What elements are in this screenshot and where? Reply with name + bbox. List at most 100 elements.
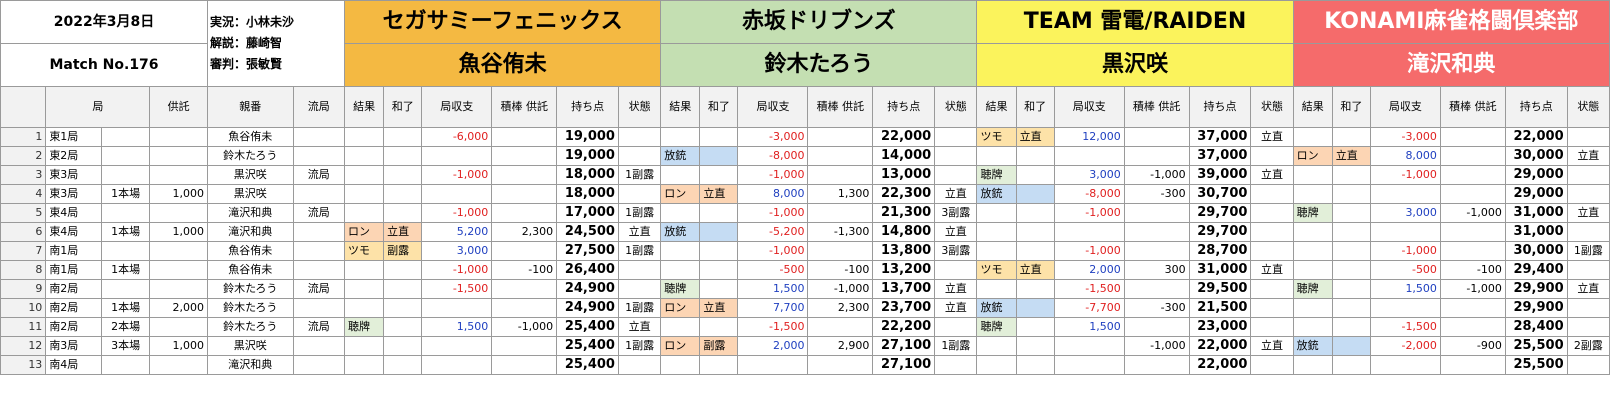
balance-cell: 1,500 bbox=[737, 279, 809, 299]
row-number: 6 bbox=[0, 222, 47, 242]
col-deposit-team-1: 積棒 供託 bbox=[491, 86, 558, 128]
deposit-cell bbox=[807, 203, 874, 223]
col-oya: 親番 bbox=[207, 86, 294, 128]
balance-cell: -1,000 bbox=[1369, 241, 1441, 261]
status-cell: 立直 bbox=[934, 184, 978, 204]
result-cell bbox=[660, 260, 701, 280]
deposit-cell: -300 bbox=[1123, 298, 1190, 318]
points-cell: 30,000 bbox=[1504, 146, 1568, 166]
row-number: 13 bbox=[0, 355, 47, 375]
points-cell: 27,500 bbox=[556, 241, 619, 261]
agari-cell bbox=[383, 203, 423, 223]
balance-cell bbox=[1053, 146, 1125, 166]
kyotaku-cell bbox=[149, 203, 209, 223]
points-cell: 31,000 bbox=[1188, 260, 1252, 280]
result-cell bbox=[976, 222, 1017, 242]
match-number: Match No.176 bbox=[0, 43, 209, 87]
honba-cell: 1本場 bbox=[100, 298, 151, 318]
col-points-team-4: 持ち点 bbox=[1504, 86, 1568, 128]
deposit-cell: -100 bbox=[491, 260, 558, 280]
deposit-cell bbox=[1123, 146, 1190, 166]
col-ryukyoku: 流局 bbox=[292, 86, 346, 128]
ryukyoku-cell bbox=[292, 260, 346, 280]
col-agari-team-4: 和了 bbox=[1331, 86, 1371, 128]
row-number: 2 bbox=[0, 146, 47, 166]
balance-cell: 5,200 bbox=[421, 222, 493, 242]
col-balance-team-2: 局収支 bbox=[737, 86, 809, 128]
deposit-cell: -1,000 bbox=[491, 317, 558, 337]
referee-label: 審判：張敏賢 bbox=[210, 57, 283, 71]
status-cell: 立直 bbox=[1250, 260, 1294, 280]
points-cell: 14,000 bbox=[872, 146, 936, 166]
status-cell bbox=[1250, 355, 1294, 375]
agari-cell bbox=[1015, 184, 1055, 204]
oya-cell: 滝沢和典 bbox=[207, 222, 294, 242]
balance-cell bbox=[421, 298, 493, 318]
row-number: 7 bbox=[0, 241, 47, 261]
balance-cell: -1,000 bbox=[1369, 165, 1441, 185]
oya-cell: 滝沢和典 bbox=[207, 203, 294, 223]
deposit-cell bbox=[491, 165, 558, 185]
deposit-cell: -300 bbox=[1123, 184, 1190, 204]
deposit-cell bbox=[1439, 146, 1506, 166]
team-3-name: TEAM 雷電/RAIDEN bbox=[976, 0, 1294, 44]
result-cell bbox=[660, 127, 701, 147]
balance-cell: -8,000 bbox=[1053, 184, 1125, 204]
balance-cell: 3,000 bbox=[421, 241, 493, 261]
result-cell bbox=[976, 241, 1017, 261]
points-cell: 29,000 bbox=[1504, 165, 1568, 185]
row-number: 8 bbox=[0, 260, 47, 280]
result-cell bbox=[976, 279, 1017, 299]
points-cell: 22,200 bbox=[872, 317, 936, 337]
table-row: 10 南2局 1本場 2,000 鈴木たろう 24,900 1副露 ロン 立直 7,700 2,30… bbox=[0, 298, 1611, 318]
agari-cell bbox=[1331, 127, 1371, 147]
kyoku-cell: 東4局 bbox=[45, 203, 102, 223]
points-cell: 25,400 bbox=[556, 336, 619, 356]
balance-cell bbox=[421, 184, 493, 204]
status-cell bbox=[1250, 241, 1294, 261]
points-cell: 29,700 bbox=[1188, 222, 1252, 242]
col-deposit-team-3: 積棒 供託 bbox=[1123, 86, 1190, 128]
points-cell: 25,500 bbox=[1504, 336, 1568, 356]
agari-cell bbox=[383, 127, 423, 147]
result-cell bbox=[344, 203, 385, 223]
agari-cell bbox=[1015, 355, 1055, 375]
agari-cell bbox=[383, 336, 423, 356]
table-row: 7 南1局 魚谷侑未 ツモ 副露 3,000 27,500 1副露 -1,000 13,800 3副… bbox=[0, 241, 1611, 261]
status-cell bbox=[617, 279, 662, 299]
kyotaku-cell bbox=[149, 317, 209, 337]
deposit-cell bbox=[491, 184, 558, 204]
deposit-cell bbox=[1439, 355, 1506, 375]
status-cell bbox=[1250, 298, 1294, 318]
col-status-team-3: 状態 bbox=[1250, 86, 1294, 128]
result-cell: 聴牌 bbox=[976, 165, 1017, 185]
kyoku-cell: 南3局 bbox=[45, 336, 102, 356]
points-cell: 13,700 bbox=[872, 279, 936, 299]
staff-info: 実況：小林未沙 解説：藤崎智 審判：張敏賢 bbox=[207, 0, 346, 87]
agari-cell bbox=[699, 203, 739, 223]
balance-cell bbox=[737, 355, 809, 375]
points-cell: 30,700 bbox=[1188, 184, 1252, 204]
col-status-team-4: 状態 bbox=[1566, 86, 1611, 128]
status-cell: 1副露 bbox=[1566, 241, 1611, 261]
balance-cell: -500 bbox=[1369, 260, 1441, 280]
balance-cell: -1,000 bbox=[737, 165, 809, 185]
agari-cell bbox=[383, 279, 423, 299]
result-cell bbox=[1292, 165, 1333, 185]
kyoku-cell: 南4局 bbox=[45, 355, 102, 375]
deposit-cell bbox=[807, 146, 874, 166]
kyoku-cell: 東1局 bbox=[45, 127, 102, 147]
points-cell: 19,000 bbox=[556, 146, 619, 166]
table-row: 5 東4局 滝沢和典 流局 -1,000 17,000 1副露 -1,000 21,300 3副露… bbox=[0, 203, 1611, 223]
points-cell: 23,700 bbox=[872, 298, 936, 318]
status-cell: 1副露 bbox=[617, 298, 662, 318]
ryukyoku-cell bbox=[292, 127, 346, 147]
oya-cell: 鈴木たろう bbox=[207, 146, 294, 166]
oya-cell: 鈴木たろう bbox=[207, 298, 294, 318]
status-cell bbox=[934, 260, 978, 280]
status-cell bbox=[1566, 222, 1611, 242]
team-4-name: KONAMI麻雀格闘倶楽部 bbox=[1292, 0, 1611, 44]
agari-cell bbox=[1015, 317, 1055, 337]
balance-cell: -3,000 bbox=[737, 127, 809, 147]
agari-cell bbox=[383, 298, 423, 318]
